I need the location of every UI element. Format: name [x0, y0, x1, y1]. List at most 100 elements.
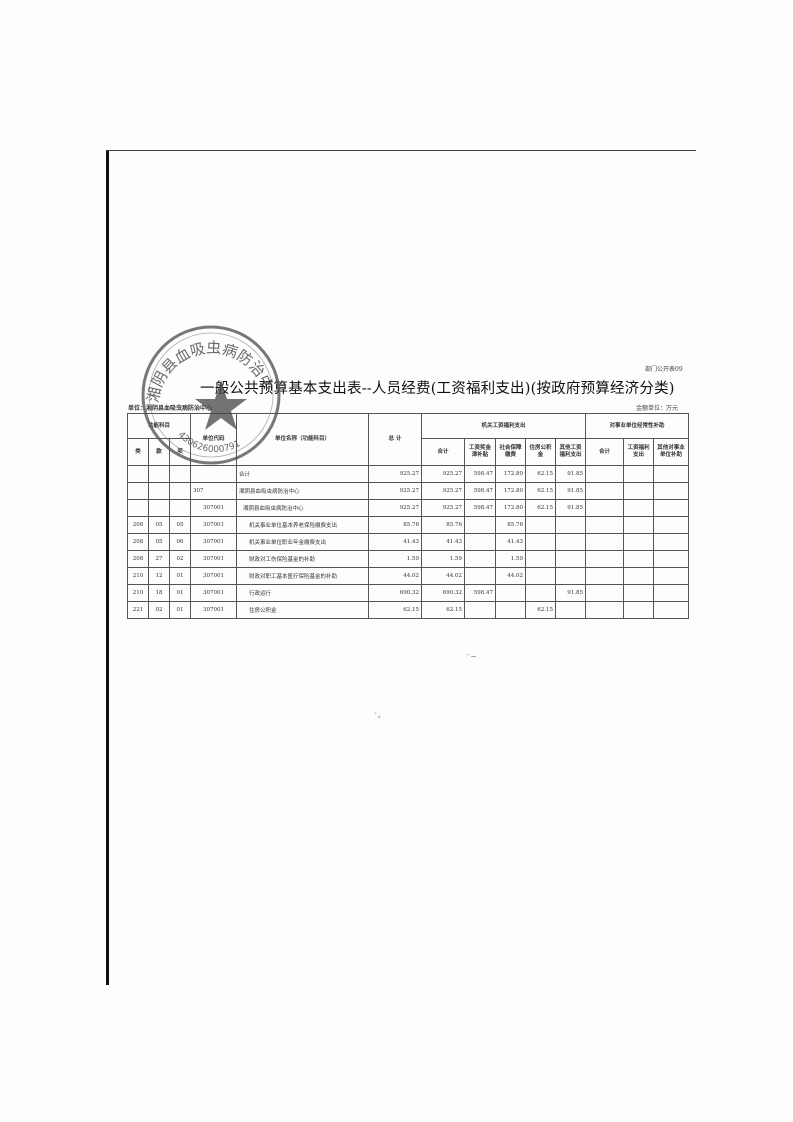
cell-g1-total: 690.32: [421, 584, 466, 602]
cell-xiang: 06: [168, 533, 192, 551]
cell-other: 91.85: [555, 584, 587, 602]
cell-lei: [127, 482, 149, 500]
cell-housing: [525, 567, 557, 585]
cell-empty: [623, 516, 655, 534]
header-g1-housing: 住房公积金: [525, 438, 557, 466]
cell-lei: 208: [127, 533, 149, 551]
cell-empty: [653, 567, 690, 585]
form-code: 部门公开表09: [645, 366, 683, 373]
cell-housing: 62.15: [525, 482, 557, 500]
cell-social: 172.80: [495, 465, 527, 483]
cell-empty: [585, 601, 625, 619]
cell-empty: [653, 465, 690, 483]
table-row: 221 02 01 307001 住房公积金 62.15 62.15 62.15: [127, 601, 690, 619]
cell-empty: [585, 465, 625, 483]
cell-g1-total: 41.43: [421, 533, 466, 551]
cell-social: [495, 601, 527, 619]
cell-lei: [127, 499, 149, 517]
cell-empty: [585, 533, 625, 551]
cell-total: 925.27: [368, 499, 423, 517]
cell-g1-total: 925.27: [421, 499, 466, 517]
cell-empty: [653, 584, 690, 602]
cell-name: 湘阴县血吸虫病防治中心: [236, 499, 370, 517]
cell-empty: [653, 533, 690, 551]
unit-label: 单位：湘阴县血吸虫病防治中心: [128, 405, 213, 412]
cell-total: 85.76: [368, 516, 423, 534]
cell-empty: [653, 499, 690, 517]
header-unit-name: 单位名称（功能科目）: [236, 413, 370, 466]
header-g2-wage: 工资福利支出: [623, 438, 655, 466]
cell-other: [555, 550, 587, 568]
cell-wage: [464, 533, 497, 551]
expense-table: 功能科目 单位代码 单位名称（功能科目） 总 计 机关工资福利支出 对事业单位经…: [126, 413, 690, 619]
cell-name: 财政对工伤保险基金的补助: [236, 550, 370, 568]
cell-wage: [464, 567, 497, 585]
cell-code: 307001: [190, 516, 238, 534]
table-row: 208 05 06 307001 机关事业单位职业年金缴费支出 41.43 41.43 41.…: [127, 533, 690, 551]
cell-social: 44.02: [495, 567, 527, 585]
cell-name: 住房公积金: [236, 601, 370, 619]
cell-housing: 62.15: [525, 465, 557, 483]
header-total: 总 计: [368, 413, 423, 466]
cell-wage: [464, 601, 497, 619]
cell-housing: [525, 584, 557, 602]
scan-edge-vertical: [106, 150, 109, 985]
cell-name: 行政运行: [236, 584, 370, 602]
cell-wage: 598.47: [464, 465, 497, 483]
cell-g1-total: 62.15: [421, 601, 466, 619]
cell-code: 307001: [190, 567, 238, 585]
cell-empty: [585, 584, 625, 602]
cell-xiang: [168, 499, 192, 517]
header-g2-other: 其他对事业单位补助: [653, 438, 690, 466]
seal-text: 湘阴县血吸虫病防治中心: [138, 323, 277, 404]
cell-code: 307001: [190, 584, 238, 602]
cell-lei: 221: [127, 601, 149, 619]
document-title: 一般公共预算基本支出表--人员经费(工资福利支出)(按政府预算经济分类): [200, 381, 675, 397]
table-row: 208 05 05 307001 机关事业单位基本养老保险缴费支出 85.76 85.76 8…: [127, 516, 690, 534]
cell-other: [555, 533, 587, 551]
cell-social: 1.59: [495, 550, 527, 568]
cell-other: 91.85: [555, 465, 587, 483]
cell-empty: [623, 499, 655, 517]
table-row: 210 18 01 307001 行政运行 690.32 690.32 598.47 91.85: [127, 584, 690, 602]
cell-name: 湘阴县血吸虫病防治中心: [236, 482, 370, 500]
table-row: 307 湘阴县血吸虫病防治中心 925.27 925.27 598.47 172.80 62…: [127, 482, 690, 500]
cell-empty: [585, 550, 625, 568]
cell-xiang: 01: [168, 567, 192, 585]
cell-empty: [653, 482, 690, 500]
cell-g1-total: 1.59: [421, 550, 466, 568]
cell-empty: [653, 601, 690, 619]
cell-g1-total: 925.27: [421, 465, 466, 483]
cell-empty: [653, 550, 690, 568]
cell-lei: 208: [127, 550, 149, 568]
cell-total: 690.32: [368, 584, 423, 602]
cell-kuan: 05: [148, 533, 170, 551]
scan-speck: `⸗: [374, 712, 381, 721]
cell-xiang: 01: [168, 584, 192, 602]
cell-other: [555, 567, 587, 585]
cell-kuan: [148, 499, 170, 517]
money-unit: 金额单位：万元: [636, 405, 679, 412]
cell-g1-total: 85.76: [421, 516, 466, 534]
header-group2: 对事业单位经常性补助: [585, 413, 690, 439]
cell-lei: 210: [127, 567, 149, 585]
table-row: 合计 925.27 925.27 598.47 172.80 62.15 91.85: [127, 465, 690, 483]
cell-code: 307: [190, 482, 238, 500]
cell-empty: [623, 601, 655, 619]
cell-social: 172.80: [495, 482, 527, 500]
cell-housing: 62.15: [525, 601, 557, 619]
scan-speck: ⁻~: [466, 652, 477, 661]
cell-kuan: 18: [148, 584, 170, 602]
cell-code: 307001: [190, 601, 238, 619]
cell-empty: [623, 550, 655, 568]
cell-housing: [525, 516, 557, 534]
header-g1-other: 其他工资福利支出: [555, 438, 587, 466]
cell-xiang: 01: [168, 601, 192, 619]
cell-social: 85.76: [495, 516, 527, 534]
cell-kuan: 27: [148, 550, 170, 568]
cell-wage: 598.47: [464, 482, 497, 500]
cell-social: [495, 584, 527, 602]
cell-name: 财政对职工基本医疗保险基金的补助: [236, 567, 370, 585]
cell-social: 172.80: [495, 499, 527, 517]
cell-empty: [585, 516, 625, 534]
